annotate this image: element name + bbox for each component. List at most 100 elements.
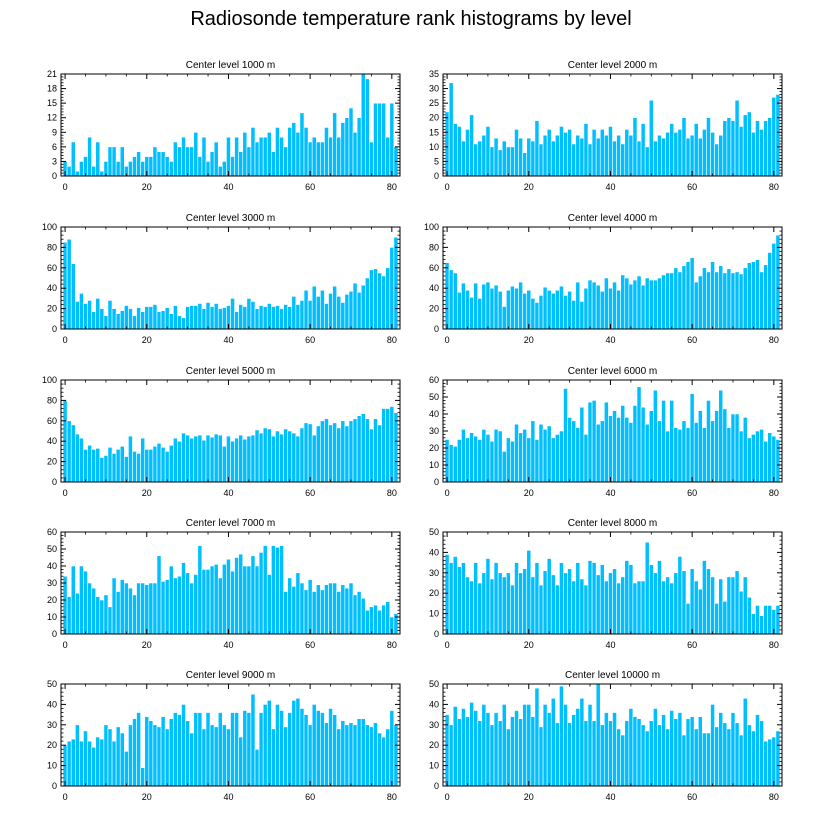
histogram-bar xyxy=(148,449,154,483)
histogram-bar xyxy=(746,262,752,330)
histogram-bar xyxy=(168,161,174,177)
histogram-bar xyxy=(763,605,768,635)
histogram-bar xyxy=(275,430,280,483)
histogram-bar xyxy=(156,442,162,483)
x-tick-label: 0 xyxy=(445,182,450,192)
histogram-bar xyxy=(132,315,137,330)
y-tick-label: 80 xyxy=(429,242,439,252)
histogram-bar xyxy=(751,613,756,635)
histogram-bar xyxy=(497,149,503,177)
histogram-bar xyxy=(373,604,378,635)
histogram-bar xyxy=(295,131,301,177)
histogram-bar xyxy=(242,438,248,483)
histogram-bar xyxy=(738,126,744,177)
x-tick-label: 0 xyxy=(445,335,450,345)
histogram-bar xyxy=(279,308,284,330)
histogram-bar xyxy=(385,728,391,787)
histogram-bar xyxy=(213,433,219,483)
y-tick-label: 50 xyxy=(429,392,439,402)
histogram-bar xyxy=(287,127,293,177)
histogram-bar xyxy=(444,111,450,177)
histogram-bar xyxy=(456,718,462,787)
y-tick-label: 18 xyxy=(47,84,57,94)
histogram-bar xyxy=(291,700,297,787)
histogram-bar xyxy=(250,301,256,330)
histogram-bar xyxy=(283,428,288,483)
histogram-bar xyxy=(546,129,552,177)
histogram-bar xyxy=(124,751,129,787)
histogram-bar xyxy=(303,422,309,483)
histogram-bar xyxy=(555,434,560,483)
histogram-bar xyxy=(238,151,244,177)
histogram-bar xyxy=(344,294,350,330)
histogram-bar xyxy=(604,580,609,635)
histogram-bar xyxy=(369,269,374,330)
histogram-bar xyxy=(160,447,166,483)
histogram-bar xyxy=(128,587,133,635)
histogram-bar xyxy=(254,141,260,177)
histogram-bar xyxy=(653,140,658,177)
histogram-bar xyxy=(702,560,707,635)
histogram-bar xyxy=(710,261,715,330)
y-tick-label: 100 xyxy=(42,375,57,385)
histogram-bar xyxy=(348,290,354,330)
histogram-bar xyxy=(469,114,474,177)
histogram-bar xyxy=(538,423,544,483)
panel-title: Center level 2000 m xyxy=(568,60,658,71)
histogram-bar xyxy=(340,122,346,177)
x-tick-label: 0 xyxy=(445,640,450,650)
histogram-bar xyxy=(477,582,483,635)
histogram-bar xyxy=(653,389,658,483)
histogram-bar xyxy=(222,161,227,177)
histogram-bar xyxy=(115,449,121,483)
histogram-bar xyxy=(632,582,638,635)
histogram-bar xyxy=(612,410,617,483)
histogram-bar xyxy=(91,587,97,635)
histogram-bar xyxy=(636,140,642,177)
histogram-bar xyxy=(238,434,244,483)
histogram-bar xyxy=(389,247,395,330)
histogram-bar xyxy=(742,417,748,483)
y-tick-label: 30 xyxy=(47,720,57,730)
histogram-bar xyxy=(168,313,174,330)
histogram-bar xyxy=(599,290,605,330)
histogram-bar xyxy=(559,126,564,177)
histogram-bar xyxy=(579,697,585,787)
histogram-bar xyxy=(393,412,399,483)
panel-frame xyxy=(60,73,401,177)
histogram-bar xyxy=(193,574,199,635)
histogram-bar xyxy=(706,732,711,787)
histogram-bar xyxy=(385,408,391,483)
histogram-bar xyxy=(189,582,195,635)
histogram-bar xyxy=(763,264,768,330)
histogram-bar xyxy=(324,418,329,483)
histogram-bar xyxy=(79,292,84,330)
histogram-bar xyxy=(534,687,540,787)
panel-title: Center level 9000 m xyxy=(186,670,276,681)
y-tick-label: 20 xyxy=(47,304,57,314)
histogram-bar xyxy=(681,570,687,635)
histogram-bar xyxy=(95,448,101,483)
histogram-bar xyxy=(608,720,613,787)
histogram-bar xyxy=(234,136,239,177)
histogram-bar xyxy=(87,740,92,787)
histogram-bar xyxy=(559,685,564,787)
histogram-bar xyxy=(95,736,101,787)
histogram-bar xyxy=(677,556,683,635)
histogram-bar xyxy=(579,137,585,177)
y-tick-label: 20 xyxy=(429,113,439,123)
histogram-bar xyxy=(444,262,450,330)
histogram-bar xyxy=(66,740,72,787)
histogram-bar xyxy=(385,601,391,635)
histogram-bar xyxy=(640,284,646,330)
histogram-bar xyxy=(369,141,374,177)
histogram-bar xyxy=(742,267,748,330)
y-tick-label: 60 xyxy=(429,375,439,385)
histogram-bar xyxy=(767,117,773,177)
histogram-bar xyxy=(213,563,219,635)
histogram-bar xyxy=(275,127,280,177)
histogram-bar xyxy=(152,582,158,635)
panel-frame xyxy=(442,683,783,787)
histogram-bar xyxy=(266,700,272,787)
histogram-bar xyxy=(746,724,752,787)
